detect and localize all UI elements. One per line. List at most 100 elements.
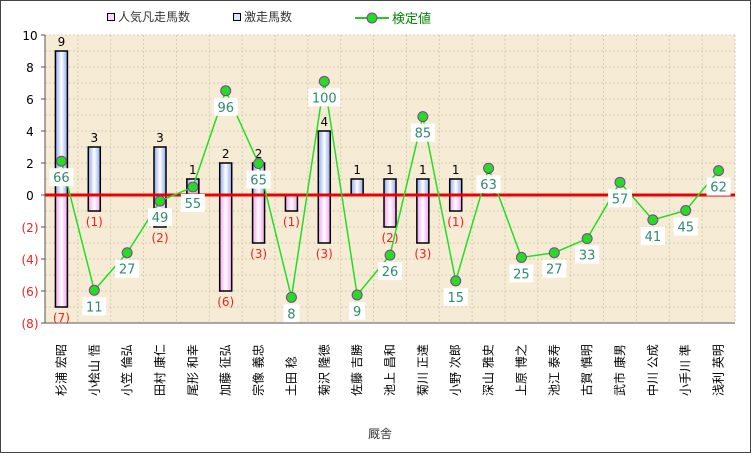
bar-label-popular-fail: (7)	[53, 311, 70, 325]
y-tick-label: 8	[26, 61, 34, 75]
test-value-point	[548, 247, 560, 259]
test-value-label: 55	[185, 197, 202, 212]
test-value-point	[55, 155, 67, 167]
bar-popular-fail	[54, 194, 69, 308]
legend-item-test-value: 検定値	[355, 8, 431, 27]
test-value-label: 66	[53, 171, 70, 186]
test-value-label: 41	[645, 230, 662, 245]
bar-popular-fail	[87, 194, 102, 212]
y-tick-label: (4)	[22, 253, 39, 267]
category-label: 中川 公成	[645, 344, 660, 396]
test-value-label: 27	[119, 263, 136, 278]
test-value-point	[614, 176, 626, 188]
test-value-label-box	[82, 297, 107, 316]
y-tick-label: 0	[26, 189, 34, 203]
bar-label-popular-fail: (3)	[316, 247, 333, 261]
category-label: 古賀 慎明	[579, 344, 594, 396]
test-value-point	[417, 111, 429, 123]
category-label: 小手川 準	[678, 344, 693, 396]
test-value-label: 49	[152, 211, 169, 226]
test-value-label: 96	[217, 101, 234, 116]
bar-label-popular-fail: (6)	[217, 295, 234, 309]
category-label: 小笠 倫弘	[119, 344, 134, 396]
bar-label-surge: 1	[386, 163, 394, 177]
legend-item-popular-fail: 人気凡走馬数	[107, 8, 190, 25]
category-label: 田村 康仁	[152, 344, 167, 396]
category-label: 尾形 和幸	[186, 344, 200, 396]
test-value-label-box	[575, 245, 600, 264]
x-axis-title: 厩舎	[368, 427, 393, 441]
bar-popular-fail	[317, 194, 332, 244]
test-value-point	[483, 162, 495, 174]
test-value-label-box	[476, 175, 501, 194]
bar-surge	[153, 146, 167, 196]
test-value-label: 25	[513, 267, 530, 282]
bar-popular-fail	[218, 194, 233, 292]
bar-surge	[87, 146, 102, 196]
test-value-label-box	[49, 168, 74, 187]
legend-swatch-pink	[107, 12, 115, 21]
test-value-point	[121, 247, 133, 259]
test-value-label-box	[378, 262, 402, 281]
test-value-label-box	[180, 194, 205, 213]
test-value-label: 26	[382, 265, 399, 280]
bar-label-surge: 2	[222, 147, 230, 161]
bar-surge	[448, 178, 463, 196]
bar-label-popular-fail: (3)	[250, 247, 267, 261]
y-tick-label: (8)	[22, 317, 39, 331]
legend-label: 激走馬数	[244, 10, 293, 24]
test-value-label: 11	[86, 300, 103, 315]
bar-label-popular-fail: (1)	[447, 215, 464, 229]
bar-popular-fail	[416, 194, 430, 244]
y-tick-label: 4	[26, 125, 34, 139]
test-value-label-box	[673, 217, 698, 236]
test-value-point	[88, 284, 100, 296]
test-value-label: 27	[546, 263, 563, 278]
bar-surge	[350, 178, 364, 196]
test-value-point	[515, 251, 527, 263]
bar-label-popular-fail: (3)	[414, 247, 431, 261]
test-value-label-box	[509, 264, 534, 283]
y-tick-label: (6)	[22, 285, 39, 299]
test-value-label: 85	[415, 127, 432, 142]
test-value-point	[647, 214, 659, 226]
bar-popular-fail	[284, 194, 299, 212]
bar-surge	[218, 162, 233, 196]
test-value-point	[680, 204, 692, 216]
legend-swatch-blue	[233, 12, 241, 21]
bar-label-surge: 3	[90, 131, 98, 145]
test-value-label: 100	[312, 91, 337, 106]
test-value-label-box	[349, 301, 366, 320]
bar-popular-fail	[448, 194, 463, 212]
test-value-label-box	[213, 97, 238, 116]
y-tick-label: 10	[22, 29, 37, 43]
category-label: 上原 博之	[513, 344, 528, 396]
bar-label-popular-fail: (1)	[283, 215, 300, 229]
category-label: 武市 康男	[612, 344, 627, 396]
test-value-label-box	[283, 304, 300, 323]
test-value-label: 45	[677, 220, 694, 235]
bar-label-surge: 1	[419, 163, 427, 177]
category-label: 宗像 義忠	[251, 344, 266, 396]
legend-item-surge: 激走馬数	[233, 8, 292, 25]
bar-popular-fail	[251, 194, 266, 244]
bar-label-surge: 4	[320, 115, 328, 129]
bar-surge	[317, 130, 332, 196]
test-value-label-box	[246, 170, 271, 189]
category-label: 加藤 征弘	[219, 344, 233, 396]
test-value-label-box	[640, 226, 665, 245]
test-value-label-box	[608, 189, 632, 208]
legend-label: 検定値	[392, 12, 432, 27]
test-value-point	[318, 75, 330, 87]
category-label: 深山 雅史	[481, 344, 496, 396]
bar-label-popular-fail: (2)	[152, 231, 169, 245]
y-tick-label: 2	[26, 157, 34, 171]
test-value-point	[351, 289, 363, 301]
bar-label-surge: 1	[189, 163, 197, 177]
test-value-label: 65	[250, 174, 267, 189]
test-value-label-box	[308, 88, 341, 107]
test-value-label: 8	[287, 307, 295, 322]
test-value-point	[581, 233, 593, 245]
test-value-label: 15	[447, 291, 464, 306]
